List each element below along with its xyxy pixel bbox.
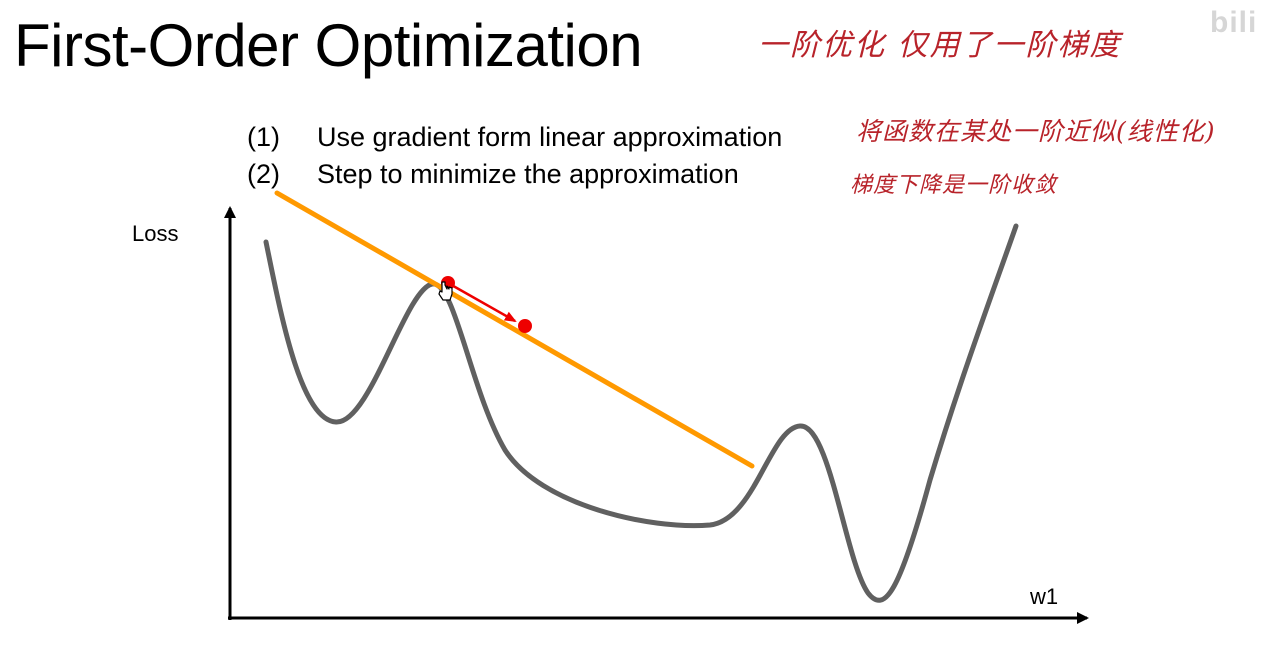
step-number-1: (1) [247, 122, 280, 152]
handwritten-title-note: 一阶优化 仅用了一阶梯度 [758, 28, 1122, 63]
x-axis-label: w1 [1029, 584, 1058, 609]
linear-approximation-line [274, 190, 755, 469]
watermark-logo: bili [1210, 6, 1258, 39]
y-axis-label: Loss [132, 221, 178, 246]
loss-curve [263, 223, 1019, 603]
hand-cursor-icon [438, 281, 453, 301]
next-point [518, 319, 532, 333]
handwritten-step1-note: 将函数在某处一阶近似(线性化) [856, 117, 1216, 146]
step-text-1: Use gradient form linear approximation [317, 122, 783, 152]
slide-title: First-Order Optimization [14, 12, 643, 79]
handwritten-step2-note: 梯度下降是一阶收敛 [850, 173, 1058, 198]
step-number-2: (2) [247, 159, 280, 189]
step-text-2: Step to minimize the approximation [317, 159, 739, 189]
gradient-step-arrow [447, 281, 517, 323]
